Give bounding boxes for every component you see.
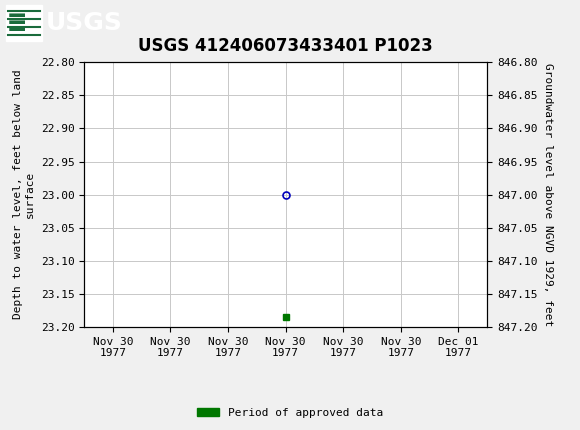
Bar: [6, 5, 42, 41]
Y-axis label: Groundwater level above NGVD 1929, feet: Groundwater level above NGVD 1929, feet: [543, 63, 553, 326]
Text: USGS: USGS: [46, 11, 123, 35]
Title: USGS 412406073433401 P1023: USGS 412406073433401 P1023: [138, 37, 433, 55]
Text: ≡: ≡: [8, 9, 26, 37]
Y-axis label: Depth to water level, feet below land
surface: Depth to water level, feet below land su…: [13, 70, 35, 319]
Legend: Period of approved data: Period of approved data: [193, 403, 387, 422]
